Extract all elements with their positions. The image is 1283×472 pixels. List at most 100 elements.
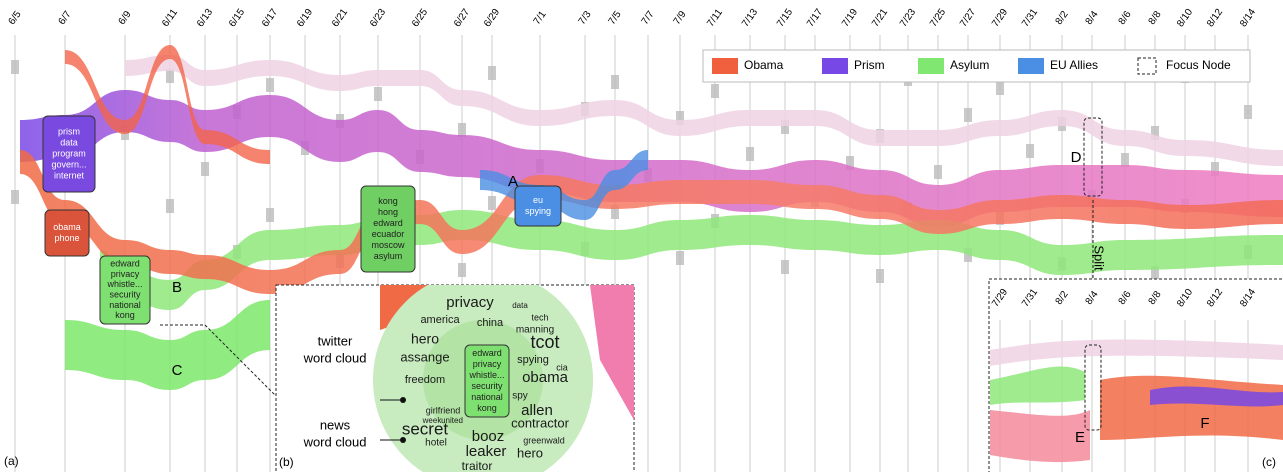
- node-keyword: internet: [54, 170, 85, 180]
- node-keyword: data: [60, 137, 78, 147]
- date-label: 7/31: [1020, 7, 1040, 30]
- cloud-word: tech: [531, 312, 548, 322]
- date-label: 6/19: [295, 7, 315, 30]
- date-label: 7/13: [740, 7, 760, 30]
- cloud-word: freedom: [405, 374, 445, 386]
- annotation: E: [1075, 429, 1085, 446]
- node-keyword: kong: [477, 403, 497, 413]
- topic-box: [781, 260, 789, 274]
- annotation: B: [172, 279, 182, 296]
- topic-box: [166, 69, 174, 83]
- date-label: 7/9: [672, 9, 689, 27]
- topic-box: [846, 156, 854, 170]
- node-keyword: kong: [115, 310, 135, 320]
- topic-node: [42, 115, 96, 193]
- topic-node: [99, 255, 151, 325]
- date-label: 7/29: [990, 7, 1010, 30]
- callout-label: word cloud: [303, 350, 367, 365]
- cloud-word: obama: [522, 369, 569, 386]
- topic-node: [360, 185, 416, 273]
- cloud-word: spying: [517, 354, 549, 366]
- date-label: 8/8: [1147, 9, 1164, 27]
- node-keyword: moscow: [371, 240, 405, 250]
- topic-box: [934, 165, 942, 179]
- date-label: 6/23: [368, 7, 388, 30]
- cloud-word: manning: [516, 325, 554, 336]
- topic-box: [996, 81, 1004, 95]
- node-keyword: whistle...: [106, 279, 142, 289]
- cloud-word: greenwald: [523, 435, 565, 445]
- date-label: 7/17: [805, 7, 825, 30]
- legend-swatch: [1018, 58, 1044, 74]
- node-keyword: hong: [378, 207, 398, 217]
- node-keyword: ecuador: [372, 229, 405, 239]
- date-label: 6/25: [410, 7, 430, 30]
- date-label: 7/15: [775, 7, 795, 30]
- callout: [204, 324, 276, 396]
- cloud-word: week: [422, 416, 443, 425]
- topic-box: [1211, 162, 1219, 176]
- topic-band: [990, 339, 1283, 366]
- node-keyword: privacy: [473, 359, 502, 369]
- date-label: 8/10: [1175, 7, 1195, 30]
- node-keyword: prism: [58, 126, 80, 136]
- cloud-word: hero: [517, 445, 543, 460]
- cloud-word: spy: [512, 391, 528, 402]
- topic-box: [11, 60, 19, 74]
- legend-swatch: [918, 58, 944, 74]
- date-label: 6/15: [227, 7, 247, 30]
- date-label: 7/21: [870, 7, 890, 30]
- node-keyword: kong: [378, 196, 398, 206]
- topic-band: [20, 150, 1283, 294]
- word-cloud: edwardprivacywhistle...securitynationalk…: [373, 285, 634, 472]
- legend-swatch: [822, 58, 848, 74]
- date-label: 6/29: [482, 7, 502, 30]
- date-label: 6/9: [117, 9, 134, 27]
- cloud-word: cia: [556, 362, 568, 372]
- callout-label: news: [320, 417, 351, 432]
- topic-box: [458, 123, 466, 137]
- topic-box: [488, 196, 496, 210]
- date-label: 8/4: [1084, 9, 1101, 27]
- node-keyword: edward: [373, 218, 403, 228]
- date-label: 8/6: [1117, 9, 1134, 27]
- cloud-word: data: [512, 301, 528, 310]
- date-label: 8/12: [1205, 7, 1225, 30]
- legend-label: Asylum: [950, 58, 989, 72]
- date-label: 8/14: [1238, 7, 1258, 30]
- date-label: 7/19: [840, 7, 860, 30]
- date-label: 7/7: [640, 9, 657, 27]
- topic-band: [990, 366, 1085, 405]
- topic-node: [514, 185, 562, 227]
- topic-box: [374, 87, 382, 101]
- split-label: Split: [1092, 245, 1107, 271]
- panel-label: (b): [279, 455, 294, 469]
- date-label: 7/25: [928, 7, 948, 30]
- topic-box: [964, 108, 972, 122]
- topic-box: [1151, 126, 1159, 140]
- annotation: F: [1200, 415, 1209, 432]
- topic-band: [125, 55, 1283, 166]
- cloud-word: contractor: [511, 415, 569, 430]
- topic-band: [1150, 386, 1283, 407]
- topic-box: [876, 269, 884, 283]
- node-keyword: national: [109, 300, 141, 310]
- node-keyword: edward: [110, 259, 140, 269]
- cloud-word: america: [420, 314, 460, 326]
- date-label: 7/3: [577, 9, 594, 27]
- date-label: 7/27: [958, 7, 978, 30]
- cloud-word: china: [477, 317, 504, 329]
- callout-label: twitter: [318, 333, 353, 348]
- callout-dot: [400, 397, 406, 403]
- legend-label: Focus Node: [1166, 58, 1231, 72]
- topic-box: [201, 162, 209, 176]
- date-label: 6/13: [195, 7, 215, 30]
- topic-box: [266, 208, 274, 222]
- node-keyword: security: [471, 381, 503, 391]
- date-label: 6/27: [452, 7, 472, 30]
- panel-b: edwardprivacywhistle...securitynationalk…: [275, 284, 635, 472]
- node-keyword: national: [471, 392, 503, 402]
- node-keyword: edward: [472, 348, 502, 358]
- legend-swatch: [1137, 57, 1157, 75]
